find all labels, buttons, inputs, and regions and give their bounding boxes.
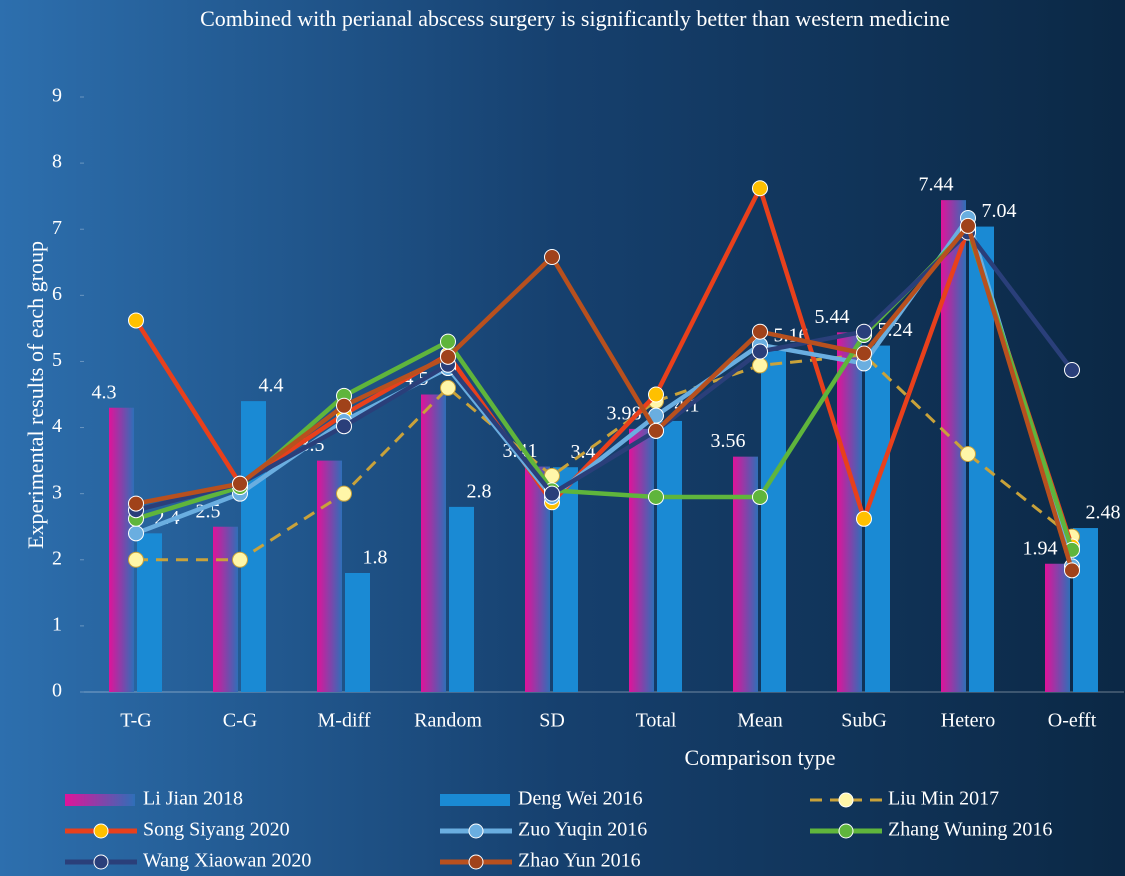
marker (544, 485, 560, 502)
legend-label: Li Jian 2018 (143, 788, 243, 810)
marker (544, 248, 560, 265)
bar (109, 407, 134, 692)
marker (856, 510, 872, 527)
x-tick-label: O-efft (1048, 710, 1097, 732)
marker (1064, 562, 1080, 579)
marker (648, 488, 664, 505)
marker (232, 475, 248, 492)
data-label: 4.4 (259, 375, 284, 397)
x-tick-label: M-diff (318, 710, 371, 732)
marker (960, 446, 976, 462)
marker (128, 525, 144, 542)
line (134, 182, 1075, 548)
legend-label: Zhang Wuning 2016 (888, 819, 1052, 841)
legend-label: Liu Min 2017 (888, 788, 999, 810)
legend-swatch (440, 794, 510, 806)
bar (449, 506, 474, 692)
x-tick-label: T-G (120, 710, 151, 732)
data-label: 5.44 (815, 306, 850, 328)
x-tick-label: Mean (737, 710, 783, 732)
marker (856, 345, 872, 362)
y-axis-title: Experimental results of each group (23, 241, 48, 549)
x-tick-label: Total (636, 710, 677, 732)
legend-label: Song Siyang 2020 (143, 819, 290, 841)
line (135, 229, 1074, 513)
bar (629, 428, 654, 692)
legend-marker (93, 823, 109, 839)
data-label: 2.8 (467, 480, 492, 502)
legend-marker (838, 792, 854, 808)
data-label: 1.8 (363, 547, 388, 569)
y-tick-label: 4 (52, 415, 62, 437)
marker (856, 323, 872, 340)
bar (345, 573, 370, 692)
marker (128, 495, 144, 512)
y-tick-label: 6 (52, 283, 62, 305)
legend-marker (838, 823, 854, 839)
marker (752, 488, 768, 505)
x-tick-label: Hetero (941, 710, 995, 732)
x-tick-label: SD (539, 710, 565, 732)
marker (752, 343, 768, 360)
legend-marker (468, 823, 484, 839)
y-tick-label: 5 (52, 349, 62, 371)
marker (648, 386, 664, 403)
marker (232, 551, 248, 568)
data-label: 1.94 (1023, 537, 1058, 559)
legend-label: Zuo Yuqin 2016 (518, 819, 647, 841)
legend-label: Zhao Yun 2016 (518, 850, 641, 872)
data-label: 4.3 (92, 381, 117, 403)
bar (1045, 563, 1070, 692)
data-label: 7.04 (982, 200, 1017, 222)
bar (317, 460, 342, 692)
marker (128, 312, 144, 329)
data-label: 2.48 (1086, 502, 1121, 524)
marker (960, 217, 976, 234)
bar (837, 332, 862, 692)
legend-marker (468, 854, 484, 870)
chart-title: Combined with perianal abscess surgery i… (200, 6, 950, 31)
y-tick-label: 1 (52, 613, 62, 635)
marker (440, 379, 456, 396)
marker (336, 485, 352, 502)
marker (752, 357, 768, 374)
legend-label: Wang Xiaowan 2020 (143, 850, 311, 872)
bar (761, 350, 786, 692)
bar (421, 394, 446, 692)
marker (440, 333, 456, 350)
marker (648, 422, 664, 439)
marker (1064, 362, 1080, 379)
x-tick-label: Random (414, 710, 482, 732)
marker (752, 180, 768, 197)
y-tick-label: 0 (52, 680, 62, 702)
data-label: 3.56 (711, 430, 746, 452)
line (135, 221, 1075, 572)
y-tick-label: 3 (52, 481, 62, 503)
y-tick-label: 2 (52, 547, 62, 569)
marker (440, 348, 456, 365)
marker (336, 397, 352, 414)
legend-label: Deng Wei 2016 (518, 788, 643, 810)
line (136, 353, 1073, 562)
y-tick-label: 9 (52, 85, 62, 107)
y-tick-label: 7 (52, 217, 62, 239)
y-tick-label: 8 (52, 151, 62, 173)
legend-swatch (65, 794, 135, 806)
x-tick-label: SubG (841, 710, 887, 732)
data-label: 7.44 (919, 174, 954, 196)
x-axis-title: Comparison type (685, 745, 836, 770)
marker (128, 551, 144, 568)
legend-marker (93, 854, 109, 870)
bar (213, 526, 238, 692)
bar (657, 420, 682, 692)
x-tick-label: C-G (223, 710, 257, 732)
marker (336, 418, 352, 435)
marker (752, 323, 768, 340)
